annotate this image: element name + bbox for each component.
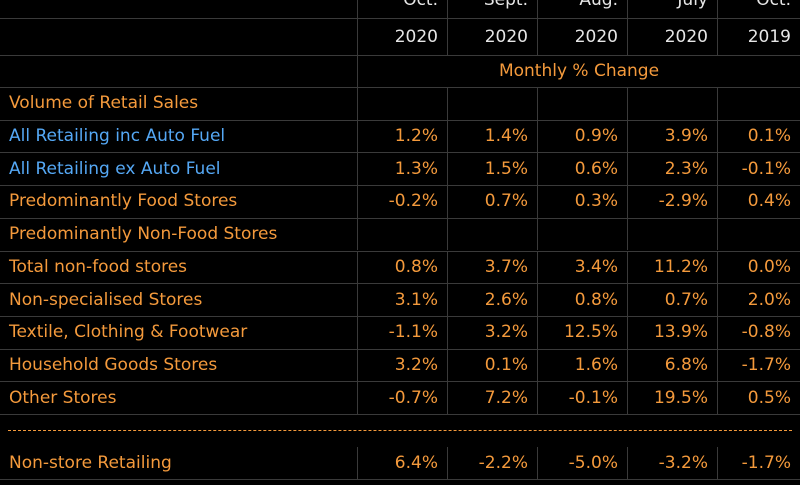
value-cell — [627, 217, 717, 251]
month-header: Oct. — [717, 0, 800, 18]
value-cell: 3.4% — [537, 250, 627, 284]
value-cell: -0.1% — [537, 381, 627, 414]
row-border — [0, 119, 800, 121]
value-cell: 0.8% — [357, 250, 447, 284]
row-label: Other Stores — [9, 387, 117, 408]
value-cell: 0.0% — [717, 250, 800, 284]
row-border — [0, 315, 800, 317]
value-cell: 1.4% — [447, 119, 537, 153]
value-cell: 1.5% — [447, 152, 537, 186]
value-cell: -3.2% — [627, 446, 717, 480]
year-header: 2020 — [627, 18, 717, 55]
value-cell: 0.8% — [537, 283, 627, 316]
value-cell: -2.2% — [447, 446, 537, 480]
row-label: Predominantly Food Stores — [9, 191, 238, 212]
value-cell: -1.1% — [357, 315, 447, 349]
value-cell — [717, 217, 800, 251]
row-border — [0, 414, 800, 415]
row-border — [0, 18, 800, 19]
month-header: Aug. — [537, 0, 627, 18]
row-border — [0, 217, 800, 219]
value-cell: 3.7% — [447, 250, 537, 284]
value-cell: 0.1% — [717, 119, 800, 153]
month-header: July — [627, 0, 717, 18]
value-cell: 3.1% — [357, 283, 447, 316]
value-cell: -2.9% — [627, 185, 717, 218]
row-label: Volume of Retail Sales — [9, 93, 199, 114]
year-header: 2020 — [357, 18, 447, 55]
value-cell — [717, 87, 800, 120]
row-label: All Retailing inc Auto Fuel — [9, 126, 226, 147]
subheader: Monthly % Change — [357, 55, 800, 87]
value-cell: 0.1% — [447, 348, 537, 382]
value-cell: 0.6% — [537, 152, 627, 186]
year-header: 2019 — [717, 18, 800, 55]
month-header: Sept. — [447, 0, 537, 18]
dashed-divider — [8, 430, 792, 431]
value-cell: 13.9% — [627, 315, 717, 349]
row-label: Predominantly Non-Food Stores — [9, 224, 278, 245]
value-cell: 2.6% — [447, 283, 537, 316]
value-cell: 0.3% — [537, 185, 627, 218]
value-cell — [537, 87, 627, 120]
value-cell: 0.7% — [447, 185, 537, 218]
row-border — [0, 283, 800, 285]
value-cell: 6.4% — [357, 446, 447, 480]
value-cell: 0.4% — [717, 185, 800, 218]
value-cell: -0.1% — [717, 152, 800, 186]
value-cell: 3.2% — [447, 315, 537, 349]
row-border — [0, 250, 800, 252]
value-cell: 11.2% — [627, 250, 717, 284]
value-cell — [357, 217, 447, 251]
row-border — [0, 152, 800, 154]
row-label: Household Goods Stores — [9, 354, 218, 375]
month-header: Oct. — [357, 0, 447, 18]
value-cell: 3.2% — [357, 348, 447, 382]
value-cell: -1.7% — [717, 348, 800, 382]
value-cell: -0.7% — [357, 381, 447, 414]
value-cell: 19.5% — [627, 381, 717, 414]
value-cell — [537, 217, 627, 251]
value-cell: 1.2% — [357, 119, 447, 153]
row-label: Textile, Clothing & Footwear — [9, 322, 248, 343]
value-cell: 0.9% — [537, 119, 627, 153]
row-label: Non-store Retailing — [9, 453, 172, 474]
value-cell: -1.7% — [717, 446, 800, 480]
value-cell — [357, 87, 447, 120]
year-header: 2020 — [537, 18, 627, 55]
value-cell: 2.0% — [717, 283, 800, 316]
value-cell — [447, 87, 537, 120]
value-cell: 12.5% — [537, 315, 627, 349]
row-border — [0, 87, 800, 88]
value-cell — [627, 87, 717, 120]
value-cell: 7.2% — [447, 381, 537, 414]
row-label: Total non-food stores — [9, 256, 188, 277]
value-cell: 0.5% — [717, 381, 800, 414]
year-header: 2020 — [447, 18, 537, 55]
value-cell: 3.9% — [627, 119, 717, 153]
row-border — [0, 55, 800, 56]
row-border — [0, 381, 800, 383]
row-label: All Retailing ex Auto Fuel — [9, 158, 221, 179]
value-cell: -0.8% — [717, 315, 800, 349]
value-cell: 0.7% — [627, 283, 717, 316]
value-cell — [447, 217, 537, 251]
value-cell: 6.8% — [627, 348, 717, 382]
value-cell: 1.6% — [537, 348, 627, 382]
value-cell: -0.2% — [357, 185, 447, 218]
row-label: Non-specialised Stores — [9, 289, 203, 310]
row-border — [0, 348, 800, 350]
value-cell: 2.3% — [627, 152, 717, 186]
row-border — [0, 479, 800, 481]
value-cell: 1.3% — [357, 152, 447, 186]
row-border — [0, 185, 800, 187]
value-cell: -5.0% — [537, 446, 627, 480]
